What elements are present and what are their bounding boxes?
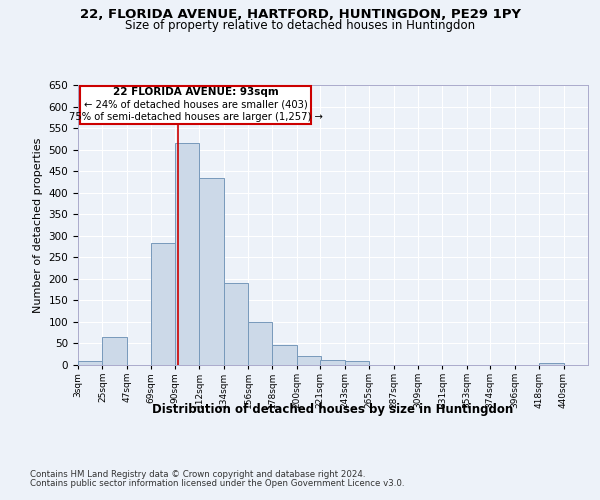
FancyBboxPatch shape	[80, 86, 311, 124]
Text: 22, FLORIDA AVENUE, HARTFORD, HUNTINGDON, PE29 1PY: 22, FLORIDA AVENUE, HARTFORD, HUNTINGDON…	[79, 8, 521, 20]
Bar	[78, 360, 103, 365]
Bar	[151, 243, 176, 365]
Bar	[199, 178, 224, 365]
Text: 75% of semi-detached houses are larger (1,257) →: 75% of semi-detached houses are larger (…	[69, 112, 323, 122]
Bar	[344, 360, 369, 365]
Bar	[539, 363, 563, 365]
Y-axis label: Number of detached properties: Number of detached properties	[33, 138, 43, 312]
Text: Size of property relative to detached houses in Huntingdon: Size of property relative to detached ho…	[125, 18, 475, 32]
Bar	[103, 337, 127, 365]
Bar	[248, 322, 272, 365]
Bar	[272, 345, 297, 365]
Bar	[224, 283, 248, 365]
Bar	[175, 143, 199, 365]
Text: ← 24% of detached houses are smaller (403): ← 24% of detached houses are smaller (40…	[84, 100, 308, 110]
Bar	[297, 356, 322, 365]
Text: Contains HM Land Registry data © Crown copyright and database right 2024.: Contains HM Land Registry data © Crown c…	[30, 470, 365, 479]
Text: 22 FLORIDA AVENUE: 93sqm: 22 FLORIDA AVENUE: 93sqm	[113, 87, 278, 97]
Text: Distribution of detached houses by size in Huntingdon: Distribution of detached houses by size …	[152, 402, 514, 415]
Text: Contains public sector information licensed under the Open Government Licence v3: Contains public sector information licen…	[30, 479, 404, 488]
Bar	[320, 360, 344, 365]
